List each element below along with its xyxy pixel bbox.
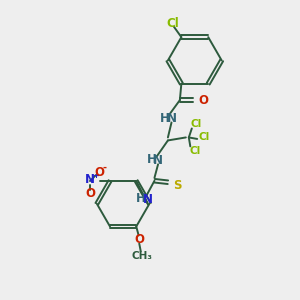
Text: Cl: Cl — [198, 132, 209, 142]
Text: O: O — [199, 94, 209, 106]
Text: S: S — [173, 179, 182, 192]
Text: O: O — [94, 166, 104, 179]
Text: O: O — [134, 233, 144, 246]
Text: H: H — [136, 192, 146, 205]
Text: H: H — [160, 112, 170, 124]
Text: CH₃: CH₃ — [131, 251, 152, 261]
Text: O: O — [85, 187, 95, 200]
Text: N: N — [85, 173, 95, 186]
Text: Cl: Cl — [166, 17, 179, 30]
Text: -: - — [103, 163, 107, 173]
Text: H: H — [147, 153, 156, 166]
Text: +: + — [92, 171, 100, 180]
Text: Cl: Cl — [189, 146, 200, 156]
Text: N: N — [153, 154, 163, 167]
Text: N: N — [167, 112, 176, 125]
Text: N: N — [142, 193, 153, 206]
Text: Cl: Cl — [191, 119, 202, 129]
